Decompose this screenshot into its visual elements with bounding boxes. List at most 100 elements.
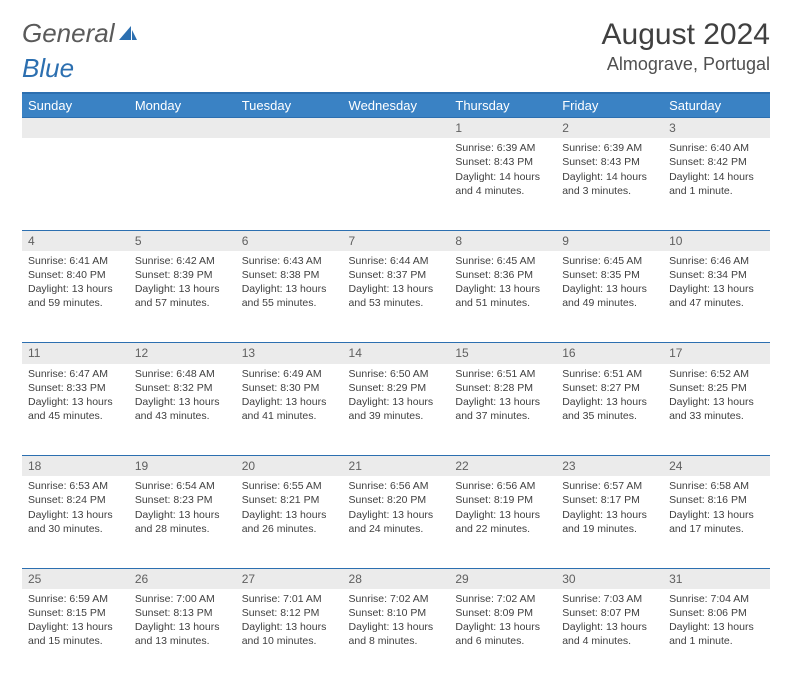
daylight-text: Daylight: 13 hours xyxy=(242,282,337,296)
daylight-text: and 37 minutes. xyxy=(455,409,550,423)
sunrise-text: Sunrise: 7:03 AM xyxy=(562,592,657,606)
daylight-text: Daylight: 13 hours xyxy=(669,282,764,296)
day-number: 7 xyxy=(343,230,450,251)
day-number-row: 25262728293031 xyxy=(22,568,770,589)
sunset-text: Sunset: 8:09 PM xyxy=(455,606,550,620)
daylight-text: and 13 minutes. xyxy=(135,634,230,648)
day-number xyxy=(236,118,343,139)
day-cell xyxy=(22,138,129,230)
day-number: 8 xyxy=(449,230,556,251)
sunrise-text: Sunrise: 6:45 AM xyxy=(562,254,657,268)
day-cell: Sunrise: 6:40 AMSunset: 8:42 PMDaylight:… xyxy=(663,138,770,230)
daylight-text: and 1 minute. xyxy=(669,184,764,198)
day-number: 17 xyxy=(663,343,770,364)
day-number: 12 xyxy=(129,343,236,364)
sunset-text: Sunset: 8:13 PM xyxy=(135,606,230,620)
daylight-text: Daylight: 13 hours xyxy=(135,282,230,296)
sunrise-text: Sunrise: 6:57 AM xyxy=(562,479,657,493)
day-number: 15 xyxy=(449,343,556,364)
sunrise-text: Sunrise: 6:48 AM xyxy=(135,367,230,381)
sunset-text: Sunset: 8:40 PM xyxy=(28,268,123,282)
sunset-text: Sunset: 8:34 PM xyxy=(669,268,764,282)
day-number: 21 xyxy=(343,456,450,477)
col-tuesday: Tuesday xyxy=(236,93,343,118)
day-body-row: Sunrise: 6:53 AMSunset: 8:24 PMDaylight:… xyxy=(22,476,770,568)
sunrise-text: Sunrise: 6:58 AM xyxy=(669,479,764,493)
daylight-text: and 15 minutes. xyxy=(28,634,123,648)
daylight-text: and 53 minutes. xyxy=(349,296,444,310)
day-number xyxy=(129,118,236,139)
day-cell: Sunrise: 6:42 AMSunset: 8:39 PMDaylight:… xyxy=(129,251,236,343)
sunrise-text: Sunrise: 6:47 AM xyxy=(28,367,123,381)
sunrise-text: Sunrise: 6:39 AM xyxy=(562,141,657,155)
day-cell: Sunrise: 6:50 AMSunset: 8:29 PMDaylight:… xyxy=(343,364,450,456)
calendar-body: 123Sunrise: 6:39 AMSunset: 8:43 PMDaylig… xyxy=(22,118,770,681)
logo-text-2: Blue xyxy=(22,53,74,83)
day-number: 14 xyxy=(343,343,450,364)
sunset-text: Sunset: 8:07 PM xyxy=(562,606,657,620)
sunset-text: Sunset: 8:19 PM xyxy=(455,493,550,507)
day-cell: Sunrise: 6:44 AMSunset: 8:37 PMDaylight:… xyxy=(343,251,450,343)
daylight-text: Daylight: 13 hours xyxy=(669,620,764,634)
day-cell: Sunrise: 6:56 AMSunset: 8:20 PMDaylight:… xyxy=(343,476,450,568)
day-cell: Sunrise: 6:59 AMSunset: 8:15 PMDaylight:… xyxy=(22,589,129,681)
sunrise-text: Sunrise: 6:40 AM xyxy=(669,141,764,155)
day-number-row: 11121314151617 xyxy=(22,343,770,364)
daylight-text: Daylight: 13 hours xyxy=(562,620,657,634)
daylight-text: Daylight: 13 hours xyxy=(242,508,337,522)
daylight-text: Daylight: 13 hours xyxy=(28,620,123,634)
sunset-text: Sunset: 8:25 PM xyxy=(669,381,764,395)
daylight-text: and 51 minutes. xyxy=(455,296,550,310)
sunset-text: Sunset: 8:10 PM xyxy=(349,606,444,620)
sunrise-text: Sunrise: 6:51 AM xyxy=(562,367,657,381)
day-number: 5 xyxy=(129,230,236,251)
sunset-text: Sunset: 8:43 PM xyxy=(455,155,550,169)
daylight-text: and 17 minutes. xyxy=(669,522,764,536)
col-friday: Friday xyxy=(556,93,663,118)
day-cell: Sunrise: 7:00 AMSunset: 8:13 PMDaylight:… xyxy=(129,589,236,681)
daylight-text: Daylight: 13 hours xyxy=(135,620,230,634)
daylight-text: Daylight: 13 hours xyxy=(242,395,337,409)
day-number: 31 xyxy=(663,568,770,589)
daylight-text: and 4 minutes. xyxy=(455,184,550,198)
day-number: 25 xyxy=(22,568,129,589)
daylight-text: Daylight: 13 hours xyxy=(349,620,444,634)
sunrise-text: Sunrise: 6:50 AM xyxy=(349,367,444,381)
day-cell: Sunrise: 6:39 AMSunset: 8:43 PMDaylight:… xyxy=(556,138,663,230)
day-cell: Sunrise: 6:56 AMSunset: 8:19 PMDaylight:… xyxy=(449,476,556,568)
daylight-text: and 41 minutes. xyxy=(242,409,337,423)
sunrise-text: Sunrise: 6:42 AM xyxy=(135,254,230,268)
sunrise-text: Sunrise: 6:56 AM xyxy=(349,479,444,493)
col-wednesday: Wednesday xyxy=(343,93,450,118)
sunset-text: Sunset: 8:06 PM xyxy=(669,606,764,620)
daylight-text: and 55 minutes. xyxy=(242,296,337,310)
daylight-text: Daylight: 13 hours xyxy=(349,395,444,409)
day-cell: Sunrise: 7:01 AMSunset: 8:12 PMDaylight:… xyxy=(236,589,343,681)
daylight-text: Daylight: 13 hours xyxy=(135,508,230,522)
day-number-row: 18192021222324 xyxy=(22,456,770,477)
day-number: 26 xyxy=(129,568,236,589)
daylight-text: and 22 minutes. xyxy=(455,522,550,536)
sunset-text: Sunset: 8:29 PM xyxy=(349,381,444,395)
day-number: 30 xyxy=(556,568,663,589)
daylight-text: and 59 minutes. xyxy=(28,296,123,310)
day-cell xyxy=(343,138,450,230)
sunrise-text: Sunrise: 6:55 AM xyxy=(242,479,337,493)
daylight-text: and 35 minutes. xyxy=(562,409,657,423)
sunrise-text: Sunrise: 6:59 AM xyxy=(28,592,123,606)
sunset-text: Sunset: 8:20 PM xyxy=(349,493,444,507)
day-header-row: Sunday Monday Tuesday Wednesday Thursday… xyxy=(22,93,770,118)
day-number xyxy=(343,118,450,139)
daylight-text: and 33 minutes. xyxy=(669,409,764,423)
day-number: 27 xyxy=(236,568,343,589)
sunset-text: Sunset: 8:43 PM xyxy=(562,155,657,169)
day-cell: Sunrise: 6:54 AMSunset: 8:23 PMDaylight:… xyxy=(129,476,236,568)
sunset-text: Sunset: 8:39 PM xyxy=(135,268,230,282)
day-number: 13 xyxy=(236,343,343,364)
daylight-text: and 47 minutes. xyxy=(669,296,764,310)
day-body-row: Sunrise: 6:41 AMSunset: 8:40 PMDaylight:… xyxy=(22,251,770,343)
sunset-text: Sunset: 8:37 PM xyxy=(349,268,444,282)
daylight-text: Daylight: 13 hours xyxy=(562,395,657,409)
sunrise-text: Sunrise: 6:39 AM xyxy=(455,141,550,155)
sunset-text: Sunset: 8:12 PM xyxy=(242,606,337,620)
